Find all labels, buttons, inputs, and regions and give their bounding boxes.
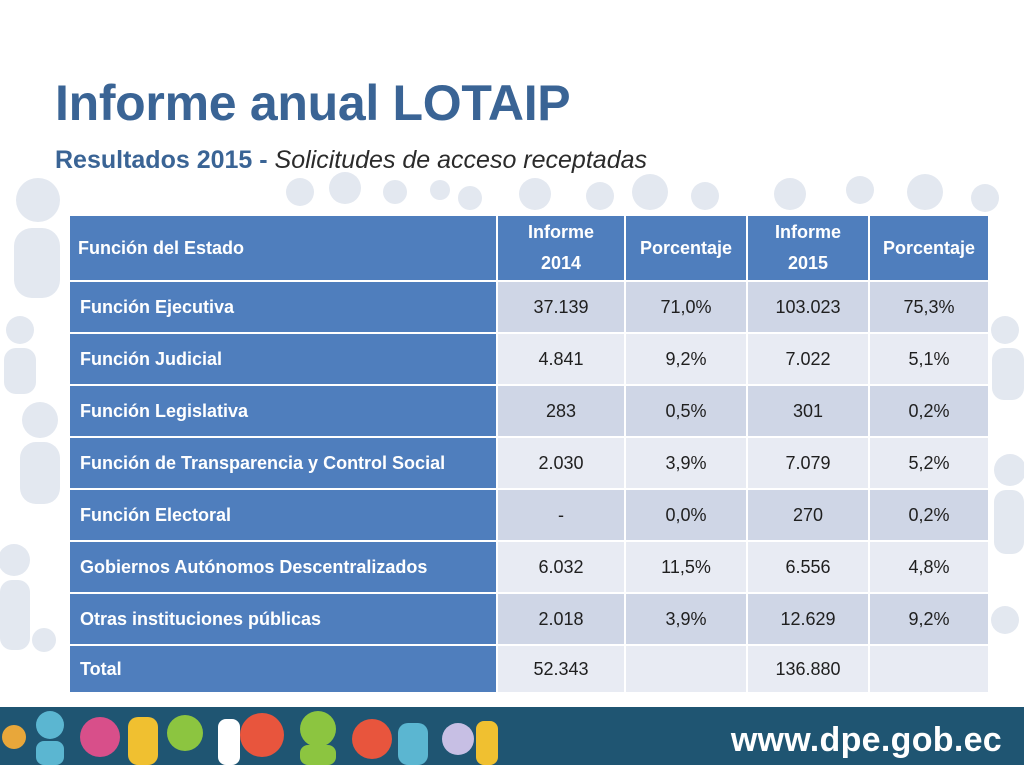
cell-informe-2015: 12.629 — [748, 594, 868, 644]
header-funcion: Función del Estado — [70, 216, 496, 280]
row-label: Función Ejecutiva — [70, 282, 496, 332]
cell-informe-2014: 4.841 — [498, 334, 624, 384]
cell-porcentaje-2015 — [870, 646, 988, 692]
cell-informe-2014: 2.018 — [498, 594, 624, 644]
row-label: Gobiernos Autónomos Descentralizados — [70, 542, 496, 592]
cell-porcentaje-2014 — [626, 646, 746, 692]
cell-porcentaje-2014: 0,0% — [626, 490, 746, 540]
table-row: Gobiernos Autónomos Descentralizados 6.0… — [70, 542, 988, 592]
cell-informe-2015: 301 — [748, 386, 868, 436]
header-informe-2015: Informe 2015 — [748, 216, 868, 280]
header-porcentaje-2014: Porcentaje — [626, 216, 746, 280]
cell-porcentaje-2014: 3,9% — [626, 594, 746, 644]
table-row: Función de Transparencia y Control Socia… — [70, 438, 988, 488]
cell-porcentaje-2015: 0,2% — [870, 386, 988, 436]
cell-porcentaje-2015: 75,3% — [870, 282, 988, 332]
header-porcentaje-2015: Porcentaje — [870, 216, 988, 280]
cell-porcentaje-2015: 5,2% — [870, 438, 988, 488]
row-label: Función Electoral — [70, 490, 496, 540]
table-row: Función Legislativa 283 0,5% 301 0,2% — [70, 386, 988, 436]
row-label: Función Legislativa — [70, 386, 496, 436]
cell-informe-2015: 103.023 — [748, 282, 868, 332]
table-row: Función Judicial 4.841 9,2% 7.022 5,1% — [70, 334, 988, 384]
subtitle-year: Resultados 2015 - — [55, 146, 268, 174]
cell-informe-2014: 6.032 — [498, 542, 624, 592]
row-label: Función Judicial — [70, 334, 496, 384]
cell-informe-2015: 7.079 — [748, 438, 868, 488]
slide-subtitle: Resultados 2015 - Solicitudes de acceso … — [55, 146, 647, 175]
table-row: Función Electoral - 0,0% 270 0,2% — [70, 490, 988, 540]
cell-porcentaje-2014: 9,2% — [626, 334, 746, 384]
table-total-row: Total 52.343 136.880 — [70, 646, 988, 692]
footer-people-decoration — [0, 707, 1024, 765]
footer-website-url[interactable]: www.dpe.gob.ec — [730, 721, 1002, 759]
cell-porcentaje-2014: 71,0% — [626, 282, 746, 332]
cell-informe-2014: 37.139 — [498, 282, 624, 332]
cell-informe-2015: 6.556 — [748, 542, 868, 592]
cell-informe-2014: 2.030 — [498, 438, 624, 488]
cell-porcentaje-2014: 0,5% — [626, 386, 746, 436]
cell-informe-2014: 52.343 — [498, 646, 624, 692]
cell-informe-2014: 283 — [498, 386, 624, 436]
cell-porcentaje-2015: 4,8% — [870, 542, 988, 592]
slide-title: Informe anual LOTAIP — [55, 75, 571, 131]
cell-informe-2014: - — [498, 490, 624, 540]
header-informe-2014: Informe 2014 — [498, 216, 624, 280]
cell-porcentaje-2014: 3,9% — [626, 438, 746, 488]
cell-informe-2015: 136.880 — [748, 646, 868, 692]
row-label: Función de Transparencia y Control Socia… — [70, 438, 496, 488]
table-row: Otras instituciones públicas 2.018 3,9% … — [70, 594, 988, 644]
row-label: Otras instituciones públicas — [70, 594, 496, 644]
cell-informe-2015: 7.022 — [748, 334, 868, 384]
cell-porcentaje-2015: 0,2% — [870, 490, 988, 540]
table-row: Función Ejecutiva 37.139 71,0% 103.023 7… — [70, 282, 988, 332]
lotaip-results-table: Función del Estado Informe 2014 Porcenta… — [68, 214, 990, 694]
subtitle-description: Solicitudes de acceso receptadas — [274, 146, 647, 174]
cell-porcentaje-2015: 5,1% — [870, 334, 988, 384]
cell-informe-2015: 270 — [748, 490, 868, 540]
cell-porcentaje-2015: 9,2% — [870, 594, 988, 644]
row-label: Total — [70, 646, 496, 692]
table-header-row: Función del Estado Informe 2014 Porcenta… — [70, 216, 988, 280]
cell-porcentaje-2014: 11,5% — [626, 542, 746, 592]
